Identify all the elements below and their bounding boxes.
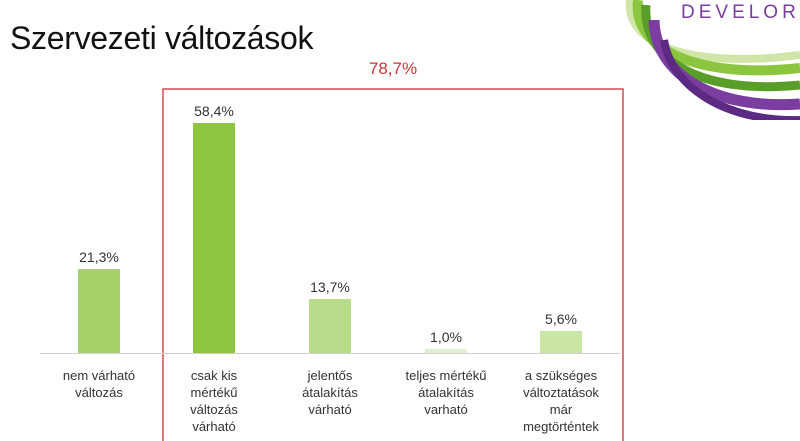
bar-1 [78,269,120,353]
group-annotation-box [162,88,624,441]
data-label-5: 5,6% [545,311,577,327]
category-label-line: teljes mértékű [406,368,487,383]
logo-swoosh-graphic [625,0,800,120]
category-label-line: mértékű [191,385,238,400]
category-label-line: változtatások [523,385,599,400]
category-label-line: várható [192,419,235,434]
category-label-5: a szükséges változtatások már megtörténtek [523,368,599,434]
data-label-1: 21,3% [79,249,119,265]
data-label-2: 58,4% [194,103,234,119]
slide-title: Szervezeti változások [10,20,314,56]
category-label-line: a szükséges [525,368,598,383]
category-label-line: átalakítás [418,385,474,400]
category-label-line: csak kis [191,368,238,383]
category-label-line: már [550,402,573,417]
bar-3 [309,299,351,353]
develor-logo [620,0,800,120]
logo-text: DEVELOR [681,2,800,23]
category-label-3: jelentős átalakítás várható [302,368,358,417]
category-label-line: nem várható [63,368,135,383]
category-label-4: teljes mértékű átalakítás varható [406,368,487,417]
category-label-line: várható [308,402,351,417]
category-label-2: csak kis mértékű változás várható [190,368,238,434]
category-label-line: változás [190,402,238,417]
group-annotation-label: 78,7% [369,59,417,78]
bar-2 [193,123,235,353]
data-label-4: 1,0% [430,329,462,345]
category-label-line: varható [424,402,467,417]
category-label-line: átalakítás [302,385,358,400]
category-label-line: megtörténtek [523,419,599,434]
bar-5 [540,330,582,353]
data-label-3: 13,7% [310,279,350,295]
category-label-line: jelentős [307,368,353,383]
bar-4 [425,349,467,353]
category-label-1: nem várható változás [63,368,135,400]
category-label-line: változás [75,385,123,400]
